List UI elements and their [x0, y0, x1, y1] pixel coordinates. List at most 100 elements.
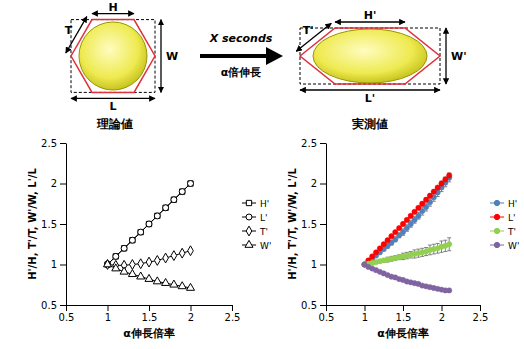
legend-entry: H'	[242, 199, 269, 209]
data-point	[178, 282, 186, 289]
data-point	[129, 237, 135, 243]
legend-entry: W'	[242, 240, 271, 251]
y-tick-mark	[320, 265, 326, 266]
error-bar-cap	[432, 244, 436, 245]
error-bar-cap	[436, 253, 440, 254]
x-tick: 0.5	[59, 305, 75, 323]
series-line	[108, 265, 191, 288]
data-point	[137, 272, 145, 279]
series-line	[108, 184, 191, 265]
y-tick-mark	[320, 184, 326, 185]
dimension-arrow	[445, 28, 446, 84]
y-tick-label: 0.5	[41, 300, 57, 311]
shape-diagram: H'T'W'L'	[296, 9, 466, 105]
legend-marker	[246, 214, 252, 220]
legend-marker	[246, 226, 252, 236]
x-tick-label: 1	[362, 312, 368, 323]
dimension-label: L	[109, 100, 116, 113]
data-point	[447, 288, 452, 293]
y-tick: 1.5	[301, 219, 326, 230]
x-tick-mark	[480, 305, 481, 311]
data-point	[155, 213, 160, 218]
x-tick-mark	[365, 305, 366, 311]
data-point	[146, 257, 152, 267]
y-axis: 0.511.522.5	[41, 138, 66, 311]
y-tick: 2	[51, 178, 66, 189]
data-point	[170, 280, 178, 287]
dimension-arrow	[71, 98, 155, 99]
chart: 実測値0.511.522.50.511.522.5α伸長倍率H'/H, T'/T…	[287, 117, 519, 340]
data-point	[120, 267, 128, 274]
data-point	[121, 246, 126, 251]
legend-marker	[494, 200, 499, 205]
error-bar	[447, 173, 451, 178]
x-axis: 0.511.522.5	[59, 305, 241, 323]
data-point	[128, 270, 136, 277]
figure: HTWLH'T'W'L'X secondsα倍伸長理論値0.511.522.50…	[0, 0, 524, 349]
error-bar-cap	[424, 255, 428, 256]
data-point	[121, 245, 127, 251]
plot-area	[362, 173, 452, 293]
process-arrow-head	[266, 47, 283, 65]
legend-label: H'	[260, 199, 269, 209]
series	[105, 181, 193, 267]
data-point	[103, 260, 111, 267]
y-tick-label: 2.5	[301, 138, 317, 149]
series	[362, 238, 452, 267]
legend-label: L'	[260, 213, 268, 223]
y-tick-mark	[320, 143, 326, 144]
bounding-box	[71, 20, 155, 93]
legend-label: H'	[508, 199, 517, 209]
legend-marker	[494, 214, 499, 219]
y-tick: 1	[51, 259, 66, 270]
error-bar-cap	[428, 245, 432, 246]
x-tick-mark	[149, 305, 150, 311]
x-tick-mark	[442, 305, 443, 311]
error-bar-cap	[416, 249, 420, 250]
data-point	[180, 189, 185, 194]
y-tick: 1	[311, 259, 326, 270]
x-tick-mark	[191, 305, 192, 311]
data-point	[179, 248, 185, 258]
y-tick: 0.5	[301, 300, 326, 311]
series	[362, 174, 452, 267]
data-point	[138, 229, 144, 235]
error-bar	[443, 177, 447, 182]
data-point	[153, 277, 161, 284]
data-point	[186, 283, 194, 290]
data-point	[188, 181, 193, 186]
series-line	[365, 178, 450, 265]
series-line	[365, 244, 450, 264]
error-bar-cap	[424, 247, 428, 248]
y-tick-mark	[60, 143, 66, 144]
dimension-label: W'	[451, 50, 467, 63]
series	[105, 246, 194, 270]
x-tick-label: 2.5	[473, 312, 489, 323]
data-point	[138, 229, 143, 234]
data-point	[146, 221, 151, 226]
error-bar-cap	[436, 243, 440, 244]
y-tick-label: 1	[51, 259, 57, 270]
bounding-box	[300, 28, 440, 84]
y-tick: 0.5	[41, 300, 66, 311]
y-axis-title: H'/H, T'/T, W'/W, L'/L	[287, 168, 298, 280]
legend: H'L'T'W'	[242, 199, 271, 251]
error-bar-cap	[420, 256, 424, 257]
arrow-label: α倍伸長	[221, 66, 262, 79]
x-tick: 1	[105, 305, 111, 323]
error-bar-cap	[416, 257, 420, 258]
error-bar-cap	[443, 240, 447, 241]
y-tick-mark	[60, 305, 66, 306]
y-tick: 2	[311, 178, 326, 189]
x-tick: 1	[362, 305, 368, 323]
legend-entry: L'	[490, 213, 516, 223]
x-tick: 2.5	[225, 305, 241, 323]
series	[362, 262, 452, 293]
series	[105, 181, 194, 268]
dimension-label: H	[108, 1, 117, 14]
data-point	[154, 213, 160, 219]
x-tick-label: 0.5	[319, 312, 335, 323]
data-point	[113, 254, 118, 259]
x-tick-label: 2	[439, 312, 445, 323]
y-tick-mark	[320, 224, 326, 225]
